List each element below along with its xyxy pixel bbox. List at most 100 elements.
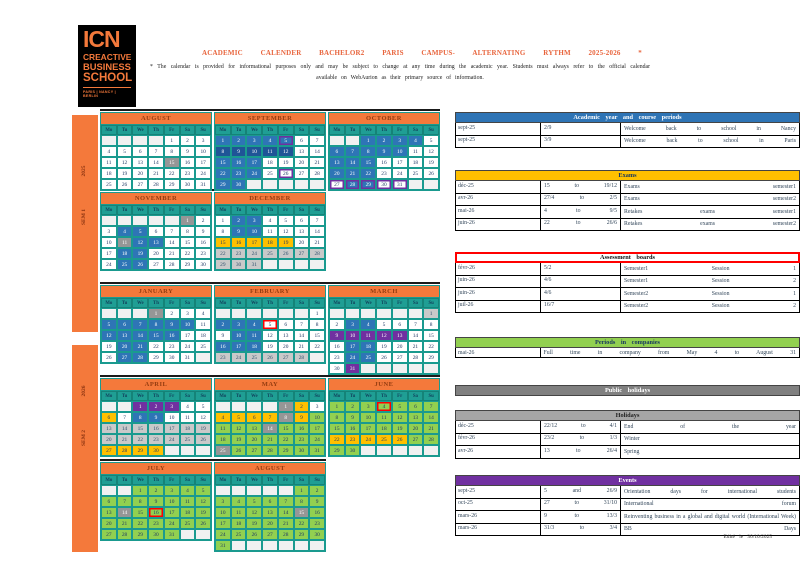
week-row: 11 12 13 14 15 16 17 bbox=[101, 157, 211, 168]
table-cell: 22/12 to 4/1 bbox=[541, 421, 621, 433]
day-cell: 10 bbox=[163, 496, 180, 507]
month-title: SEPTEMBER bbox=[215, 113, 325, 125]
weekday-label: Fr bbox=[391, 391, 408, 401]
month-aug-25: AUGUST Mo Tu We Th Fr Sa Su 1 2 3 4 5 6 7 8 9 10 11 12 13 14 1… bbox=[100, 112, 212, 191]
logo-campuses: PARIS | NANCY | BERLIN bbox=[83, 87, 131, 98]
day-cell: 21 bbox=[116, 518, 133, 529]
empty-cell bbox=[230, 401, 247, 412]
day-cell: 11 bbox=[246, 330, 263, 341]
weekday-label: Fr bbox=[277, 298, 294, 308]
semester-1-year: 2025 bbox=[81, 165, 87, 177]
weekday-label: Fr bbox=[163, 298, 180, 308]
day-cell: 14 bbox=[116, 423, 133, 434]
empty-cell bbox=[132, 308, 149, 319]
day-cell: 6 bbox=[101, 412, 117, 423]
weekday-label: We bbox=[132, 475, 149, 485]
weekday-label: Sa bbox=[293, 205, 310, 215]
day-cell: 30 bbox=[163, 352, 180, 363]
weekday-label: Fr bbox=[391, 125, 408, 135]
table-cell: 3/9 bbox=[541, 135, 621, 147]
day-cell: 22 bbox=[148, 341, 164, 352]
empty-cell bbox=[423, 179, 439, 190]
empty-cell bbox=[246, 179, 263, 190]
weekday-label: We bbox=[246, 205, 263, 215]
day-cell: 4 bbox=[230, 496, 247, 507]
weekday-label: Th bbox=[148, 475, 164, 485]
day-cell: 29 bbox=[132, 445, 149, 456]
day-cell: 14 bbox=[132, 330, 149, 341]
weekday-label: Mo bbox=[329, 298, 345, 308]
weekday-label: Th bbox=[148, 205, 164, 215]
table-cell: 22 to 26/6 bbox=[541, 218, 621, 230]
day-cell: 12 bbox=[246, 507, 263, 518]
week-row: 23 24 25 26 27 28 29 bbox=[329, 352, 439, 363]
day-cell: 22 bbox=[215, 248, 231, 259]
weekday-label: Su bbox=[309, 125, 325, 135]
day-cell: 5 bbox=[376, 319, 392, 330]
table-cell: déc-25 bbox=[456, 181, 541, 193]
day-cell: 19 bbox=[230, 434, 247, 445]
day-cell: 30 bbox=[344, 445, 361, 456]
day-cell: 12 bbox=[277, 146, 294, 157]
day-cell: 16 bbox=[163, 330, 180, 341]
day-cell: 23 bbox=[215, 352, 231, 363]
day-cell: 6 bbox=[148, 226, 164, 237]
weekday-label: Fr bbox=[163, 125, 180, 135]
weekday-label: Th bbox=[148, 391, 164, 401]
edited-date: Edité le 30/10/2025 bbox=[723, 534, 772, 540]
day-cell: 29 bbox=[277, 445, 294, 456]
day-cell: 14 bbox=[116, 507, 133, 518]
weekday-label: We bbox=[132, 125, 149, 135]
day-cell: 28 bbox=[148, 179, 164, 190]
day-cell: 4 bbox=[179, 401, 196, 412]
day-cell: 2 bbox=[329, 319, 345, 330]
month-title: OCTOBER bbox=[329, 113, 439, 125]
weekday-label: Th bbox=[262, 125, 278, 135]
day-cell: 5 bbox=[132, 226, 149, 237]
day-cell: 17 bbox=[230, 341, 247, 352]
day-cell: 8 bbox=[293, 496, 310, 507]
week-row: 5 6 7 8 9 10 11 bbox=[101, 319, 211, 330]
day-cell: 16 bbox=[195, 237, 211, 248]
weekday-label: Th bbox=[262, 298, 278, 308]
day-cell: 22 bbox=[132, 518, 149, 529]
day-cell: 9 bbox=[179, 146, 196, 157]
day-cell: 6 bbox=[101, 496, 117, 507]
day-cell: 16 bbox=[293, 423, 310, 434]
day-cell: 24 bbox=[101, 259, 117, 270]
empty-cell bbox=[407, 308, 424, 319]
day-cell: 18 bbox=[246, 341, 263, 352]
week-row: 15 16 17 18 19 20 21 bbox=[215, 157, 325, 168]
day-cell: 13 bbox=[407, 412, 424, 423]
day-cell: 27 bbox=[148, 259, 164, 270]
day-cell: 3 bbox=[179, 308, 196, 319]
table-header: Exams bbox=[455, 170, 800, 181]
day-cell: 26 bbox=[101, 352, 117, 363]
day-cell: 3 bbox=[309, 401, 325, 412]
weekday-label: Sa bbox=[407, 125, 424, 135]
table-row: févr-26 23/2 to 1/3 Winter bbox=[455, 433, 800, 446]
empty-cell bbox=[376, 363, 392, 374]
day-cell: 4 bbox=[116, 226, 133, 237]
weekday-label: Mo bbox=[215, 475, 231, 485]
school-logo: ICN CREACTIVE BUSINESS SCHOOL PARIS | NA… bbox=[78, 25, 136, 107]
weekday-label: Sa bbox=[179, 125, 196, 135]
week-row: 31 bbox=[215, 540, 325, 551]
day-cell: 18 bbox=[376, 423, 392, 434]
day-cell: 6 bbox=[246, 412, 263, 423]
day-cell: 17 bbox=[246, 237, 263, 248]
table-cell: déc-25 bbox=[456, 421, 541, 433]
day-cell: 14 bbox=[163, 237, 180, 248]
month-title: JULY bbox=[101, 463, 211, 475]
day-cell: 2 bbox=[148, 485, 164, 496]
day-cell: 17 bbox=[360, 423, 377, 434]
weekday-label: Mo bbox=[101, 125, 117, 135]
week-row: 22 23 24 25 26 27 28 bbox=[215, 248, 325, 259]
empty-cell bbox=[293, 308, 310, 319]
day-cell: 13 bbox=[101, 423, 117, 434]
day-cell: 13 bbox=[101, 507, 117, 518]
table-cell: 4 to 9/5 bbox=[541, 206, 621, 218]
day-cell: 27 bbox=[101, 529, 117, 540]
